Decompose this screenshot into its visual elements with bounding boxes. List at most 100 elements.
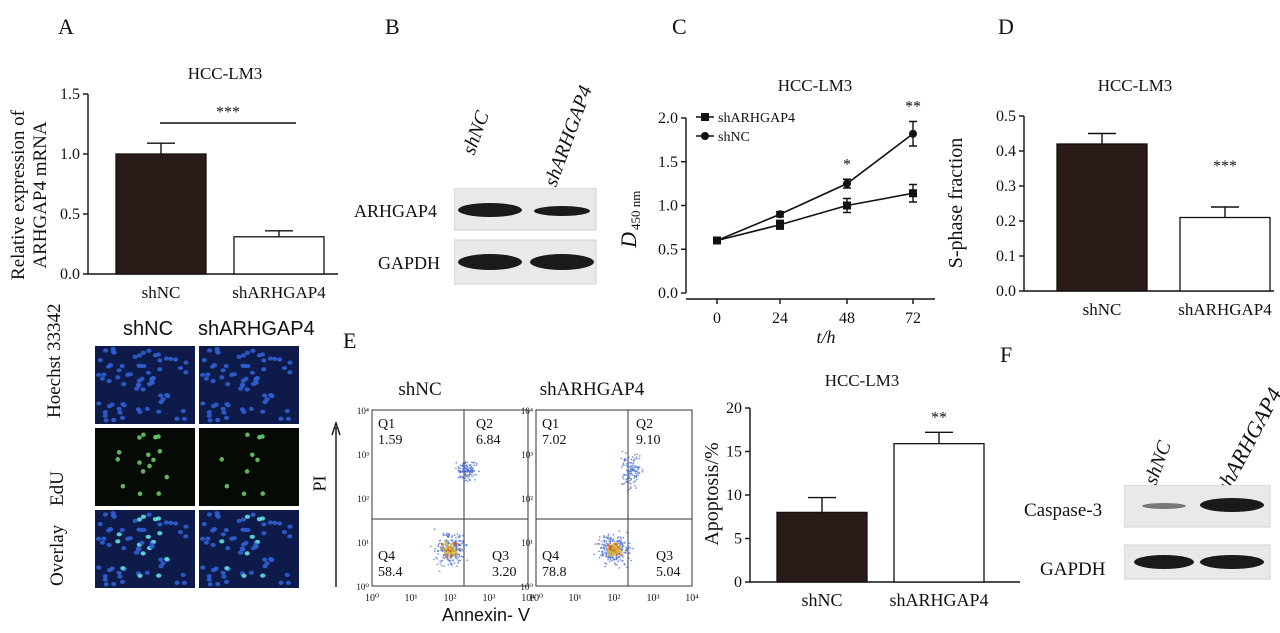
micro-cell	[119, 579, 126, 584]
micro-cell	[106, 542, 112, 548]
micro-cell	[140, 469, 146, 474]
micro-cell	[219, 457, 225, 462]
micro-cell	[268, 393, 274, 398]
flow-ytick-label: 10⁰	[520, 582, 533, 592]
micro-cell	[125, 372, 131, 377]
d-bar-0	[1056, 143, 1148, 292]
micro-cell	[201, 358, 207, 363]
micro-cell	[253, 544, 259, 549]
c-xtick-label: 0	[713, 310, 721, 327]
micro-cell	[156, 573, 162, 578]
micro-cell	[214, 510, 220, 516]
micro-cell	[205, 536, 211, 541]
micro-bg	[95, 428, 195, 506]
flow-ytick-label: 10³	[521, 450, 533, 460]
flow-panel: PI Annexin- V shNC shARHGAP4 Q1 1.59 Q2 …	[310, 365, 700, 633]
e-category-0: shNC	[801, 590, 842, 610]
flow-ytick-label: 10³	[357, 450, 369, 460]
micro-cell	[250, 348, 256, 353]
micro-cell	[250, 512, 256, 517]
micro-cell	[206, 577, 212, 582]
c-xtick-label: 72	[905, 310, 921, 327]
micro-cell	[145, 534, 151, 539]
micro-cell	[284, 408, 290, 414]
blot-f-bands	[1124, 485, 1271, 580]
micro-cell	[183, 370, 189, 375]
micro-cell	[117, 410, 123, 415]
micro-cell	[119, 363, 125, 369]
c-point-circle	[776, 210, 784, 219]
micro-cell	[253, 380, 259, 385]
micro-cell	[125, 536, 131, 541]
micro-cell	[284, 572, 290, 578]
edu-panel: shNC shARHGAP4 Hoechst 33342 EdU Overlay	[35, 303, 325, 590]
micro-cell	[236, 518, 242, 523]
micro-cell	[116, 368, 122, 373]
blot-b-lane-2: shARHGAP4	[540, 82, 597, 190]
micro-cell	[149, 544, 155, 549]
panel-c-chart: HCC-LM3 D 450 nm t/h 0.0 0.5 1.0 1.5 2.0 0 24 4…	[616, 76, 935, 347]
micro-cell	[157, 522, 163, 527]
micro-cell	[248, 406, 255, 411]
micro-cell	[272, 356, 278, 361]
panel-c-xlabel: t/h	[816, 327, 835, 347]
d-errorbar-1	[1211, 206, 1239, 218]
edu-col-2: shARHGAP4	[198, 318, 315, 340]
micro-cell	[272, 520, 278, 525]
micro-cell	[132, 518, 138, 523]
a-bar-0	[115, 153, 207, 275]
c-series-line-1	[716, 133, 914, 242]
c-point-circle	[843, 179, 851, 188]
c-ytick-label: 1.0	[658, 198, 678, 215]
flow-dot-cloud	[593, 450, 644, 569]
micro-cell	[102, 574, 108, 579]
micro-cell	[157, 367, 163, 372]
micro-cell	[106, 378, 112, 384]
micro-cell	[249, 534, 255, 539]
micro-cell	[158, 557, 164, 562]
band-f-gapdh-sh	[1200, 555, 1264, 569]
micro-cell	[144, 570, 151, 575]
micro-cell	[158, 393, 164, 398]
flow-ytick-label: 10²	[357, 494, 369, 504]
band-f-caspase-shnc	[1142, 503, 1186, 509]
flow-title-2: shARHGAP4	[540, 379, 645, 400]
d-errorbar-0	[1088, 132, 1116, 144]
d-ytick-label: 0.2	[996, 213, 1016, 230]
micro-cell	[97, 358, 103, 363]
micro-cell	[119, 527, 125, 533]
micro-cell	[239, 546, 245, 551]
flow-ytick-label: 10¹	[357, 538, 369, 548]
band-b-gapdh-sh	[530, 254, 594, 270]
micro-cell	[287, 524, 293, 529]
flow1-q3: Q3	[656, 549, 673, 564]
svg-text:450 nm: 450 nm	[628, 191, 643, 230]
micro-cell	[133, 386, 140, 391]
e-category-1: shARHGAP4	[889, 590, 988, 610]
micro-cell	[137, 573, 143, 578]
micro-cell	[137, 460, 142, 465]
panel-b-blot: shNC shARHGAP4 ARHGAP4 GAPDH	[350, 60, 610, 300]
c-series-line-0	[716, 192, 914, 242]
d-significance: ***	[1213, 158, 1237, 175]
micro-cell	[140, 387, 146, 392]
flow0-q1: Q1	[378, 417, 395, 432]
micro-cell	[102, 348, 109, 353]
edu-row-3: Overlay	[47, 524, 68, 586]
micro-cell	[135, 382, 141, 387]
micro-cell	[206, 413, 212, 418]
e-bar-1	[893, 443, 985, 583]
micro-cell	[99, 540, 105, 545]
micro-cell	[172, 521, 179, 526]
d-ytick-label: 0.3	[996, 178, 1016, 195]
panel-e-chart: HCC-LM3 Apoptosis/% 0 5 10 15 20 shNC shARHGAP…	[701, 371, 1020, 610]
e-ytick-label: 5	[734, 531, 742, 548]
micro-cell	[172, 357, 179, 362]
band-f-gapdh-shnc	[1134, 555, 1194, 569]
micro-cell	[223, 579, 230, 584]
micro-cell	[160, 397, 166, 402]
micro-cell	[237, 386, 244, 391]
micro-cell	[136, 353, 143, 358]
micro-cell	[220, 406, 226, 411]
